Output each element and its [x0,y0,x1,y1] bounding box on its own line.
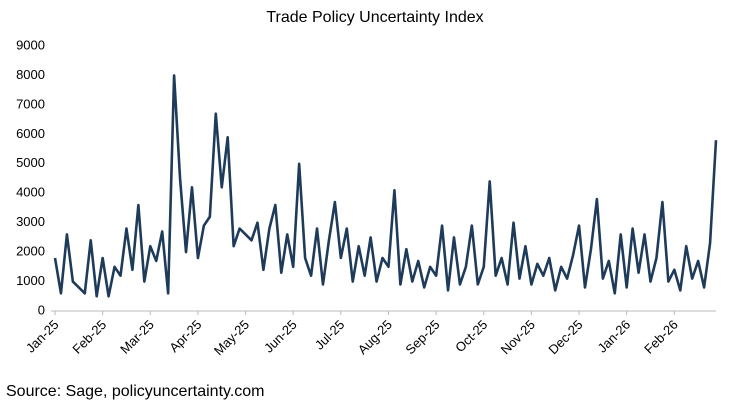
x-tick-label: Apr-25 [166,317,204,355]
y-tick-label: 9000 [16,37,45,52]
x-tick-label: Jan-26 [595,317,634,356]
y-tick-label: 7000 [16,96,45,111]
x-tick-label: Nov-25 [498,317,538,357]
y-tick-label: 1000 [16,273,45,288]
x-tick-label: Dec-25 [545,317,585,357]
x-tick-label: Aug-25 [355,317,395,357]
x-tick-label: Mar-25 [117,317,157,357]
x-tick-label: Jul-25 [312,317,348,353]
x-tick-label: Oct-25 [452,317,490,355]
x-tick-label: Jan-25 [23,317,62,356]
y-tick-label: 3000 [16,214,45,229]
x-tick-label: Sep-25 [402,317,442,357]
x-tick-label: Jun-25 [261,317,300,356]
y-tick-label: 0 [38,302,45,317]
y-tick-label: 2000 [16,244,45,259]
x-tick-label: May-25 [211,317,252,358]
y-tick-label: 5000 [16,155,45,170]
y-tick-label: 6000 [16,126,45,141]
y-tick-label: 8000 [16,67,45,82]
x-tick-label: Feb-25 [69,317,109,357]
data-line [53,74,718,298]
source-note: Source: Sage, policyuncertainty.com [6,383,265,400]
x-tick-label: Feb-26 [641,317,681,357]
y-tick-label: 4000 [16,185,45,200]
chart-title: Trade Policy Uncertainty Index [266,9,483,26]
